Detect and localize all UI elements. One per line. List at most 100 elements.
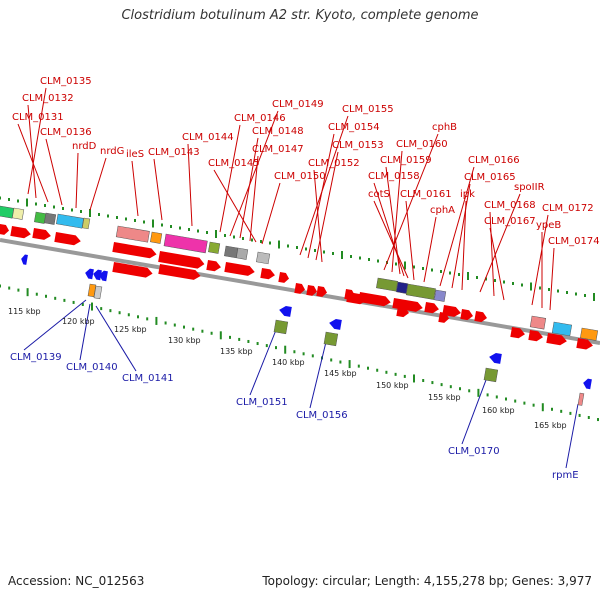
tick-mark bbox=[476, 276, 478, 279]
tick-mark bbox=[477, 388, 480, 397]
reverse-leader-line bbox=[309, 341, 327, 409]
tick-mark bbox=[127, 313, 130, 317]
forward-leader-line bbox=[239, 137, 259, 239]
forward-gene-arrow bbox=[460, 309, 473, 321]
forward-gene-arrow bbox=[396, 306, 409, 318]
tick-mark bbox=[17, 199, 19, 203]
tick-mark bbox=[287, 244, 289, 248]
tick-mark bbox=[403, 374, 406, 378]
gene-category-box bbox=[0, 205, 15, 219]
forward-leader-line bbox=[213, 169, 257, 243]
tick-mark bbox=[109, 309, 112, 313]
forward-leader-line bbox=[405, 200, 415, 281]
forward-leader-line bbox=[451, 183, 471, 289]
tick-mark bbox=[293, 350, 296, 354]
tick-mark bbox=[275, 346, 277, 350]
reverse-gene-label: CLM_0139 bbox=[10, 352, 62, 363]
forward-gene-arrow bbox=[278, 272, 290, 283]
gene-category-box bbox=[115, 225, 150, 243]
tick-mark bbox=[530, 282, 532, 291]
forward-gene-label: CLM_0153 bbox=[332, 140, 384, 151]
tick-mark bbox=[238, 337, 241, 341]
tick-mark bbox=[219, 331, 222, 340]
forward-gene-label: CLM_0148 bbox=[252, 126, 304, 137]
forward-gene-label: CLM_0145 bbox=[208, 158, 260, 169]
tick-mark bbox=[278, 240, 280, 249]
tick-mark bbox=[89, 209, 91, 217]
scale-label: 150 kbp bbox=[376, 381, 409, 390]
tick-mark bbox=[265, 344, 268, 348]
tick-mark bbox=[503, 280, 505, 284]
forward-leader-line bbox=[373, 200, 409, 279]
tick-mark bbox=[0, 284, 1, 288]
tick-mark bbox=[367, 366, 369, 370]
forward-gene-label: ipk bbox=[460, 189, 475, 200]
forward-gene-arrow bbox=[510, 327, 525, 339]
forward-gene-arrow bbox=[260, 268, 275, 280]
reverse-label-leaders bbox=[23, 299, 579, 469]
forward-leader-line bbox=[479, 193, 521, 293]
forward-leader-line bbox=[27, 87, 47, 195]
tick-mark bbox=[560, 409, 563, 413]
reverse-gene-arrow bbox=[99, 270, 108, 282]
tick-mark bbox=[44, 204, 46, 207]
map-title: Clostridium botulinum A2 str. Kyoto, com… bbox=[121, 8, 479, 23]
forward-gene-arrow bbox=[576, 338, 593, 350]
reverse-gene-arrow bbox=[489, 353, 502, 364]
tick-mark bbox=[183, 325, 185, 329]
forward-gene-arrow bbox=[112, 242, 157, 259]
reverse-leader-line bbox=[461, 379, 487, 445]
tick-mark bbox=[71, 208, 73, 212]
tick-mark bbox=[377, 259, 379, 263]
forward-gene-arrow bbox=[306, 285, 318, 296]
tick-mark bbox=[348, 360, 351, 369]
reverse-leader-line bbox=[95, 305, 137, 372]
tick-mark bbox=[206, 231, 208, 234]
gene-category-box bbox=[236, 247, 249, 260]
tick-mark bbox=[467, 272, 469, 280]
reverse-gene-labels: CLM_0139 CLM_0140 CLM_0141 CLM_0151 CLM_0156… bbox=[10, 352, 579, 481]
forward-gene-label: cphB bbox=[432, 122, 457, 133]
forward-leader-line bbox=[153, 158, 163, 221]
forward-leader-line bbox=[45, 138, 63, 206]
tick-mark bbox=[413, 374, 415, 383]
reverse-gene-arrow bbox=[329, 319, 342, 330]
tick-marks bbox=[0, 196, 599, 422]
forward-label-leaders bbox=[17, 87, 555, 311]
forward-gene-label: nrdD bbox=[72, 141, 97, 152]
forward-gene-arrow bbox=[442, 305, 461, 317]
tick-mark bbox=[523, 401, 526, 405]
gene-category-box bbox=[224, 245, 239, 259]
gene-category-box bbox=[529, 315, 547, 330]
tick-mark bbox=[385, 370, 388, 374]
forward-gene-label: CLM_0152 bbox=[308, 158, 360, 169]
tick-mark bbox=[118, 311, 121, 315]
forward-gene-label: cphA bbox=[430, 205, 455, 216]
forward-leader-line bbox=[461, 200, 467, 291]
tick-mark bbox=[63, 298, 66, 302]
forward-gene-label: CLM_0147 bbox=[252, 144, 304, 155]
tick-mark bbox=[155, 316, 158, 325]
tick-mark bbox=[332, 252, 334, 255]
tick-mark bbox=[548, 288, 550, 291]
forward-leader-line bbox=[261, 182, 281, 245]
tick-mark bbox=[116, 216, 118, 219]
reverse-leader-line bbox=[565, 403, 579, 469]
tick-mark bbox=[376, 368, 379, 372]
tick-mark bbox=[557, 289, 559, 293]
tick-mark bbox=[62, 207, 64, 210]
forward-leader-line bbox=[549, 247, 555, 311]
scale-labels: 115 kbp 120 kbp 125 kbp 130 kbp 135 kbp 140 k… bbox=[8, 307, 567, 430]
tick-mark bbox=[330, 358, 333, 362]
forward-gene-label: CLM_0146 bbox=[234, 113, 286, 124]
forward-gene-label: cotS bbox=[368, 189, 390, 200]
gene-category-box bbox=[82, 217, 91, 230]
tick-mark bbox=[161, 223, 163, 227]
scale-label: 165 kbp bbox=[534, 421, 567, 430]
forward-leader-line bbox=[187, 143, 193, 227]
tick-mark bbox=[137, 315, 139, 319]
forward-leader-line bbox=[17, 123, 49, 203]
forward-gene-label: CLM_0172 bbox=[542, 203, 594, 214]
tick-mark bbox=[284, 345, 287, 354]
tick-mark bbox=[368, 258, 370, 261]
